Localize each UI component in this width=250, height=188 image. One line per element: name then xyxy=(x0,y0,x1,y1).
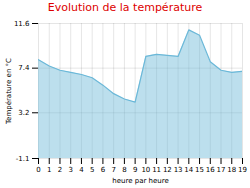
svg-text:15: 15 xyxy=(195,166,204,174)
svg-text:13: 13 xyxy=(174,166,183,174)
svg-text:16: 16 xyxy=(206,166,215,174)
svg-text:heure par heure: heure par heure xyxy=(112,177,168,185)
svg-text:0: 0 xyxy=(36,166,40,174)
svg-text:3: 3 xyxy=(68,166,72,174)
svg-text:1: 1 xyxy=(47,166,51,174)
svg-text:17: 17 xyxy=(217,166,226,174)
svg-text:3.2: 3.2 xyxy=(18,109,29,117)
svg-text:10: 10 xyxy=(141,166,150,174)
svg-text:-1.1: -1.1 xyxy=(16,155,30,163)
html-text:Evolution de la température: Evolution de la température xyxy=(47,1,203,14)
svg-text:14: 14 xyxy=(184,166,193,174)
svg-text:7.4: 7.4 xyxy=(18,64,30,72)
svg-text:12: 12 xyxy=(163,166,172,174)
svg-text:11.6: 11.6 xyxy=(14,20,30,28)
svg-text:2: 2 xyxy=(58,166,62,174)
svg-text:11: 11 xyxy=(152,166,161,174)
svg-text:19: 19 xyxy=(238,166,247,174)
svg-text:7: 7 xyxy=(111,166,115,174)
svg-text:4: 4 xyxy=(79,166,84,174)
svg-text:5: 5 xyxy=(90,166,94,174)
svg-text:6: 6 xyxy=(101,166,106,174)
svg-text:9: 9 xyxy=(133,166,137,174)
svg-text:18: 18 xyxy=(227,166,236,174)
svg-text:8: 8 xyxy=(122,166,126,174)
svg-text:Température en °C: Température en °C xyxy=(5,58,13,125)
